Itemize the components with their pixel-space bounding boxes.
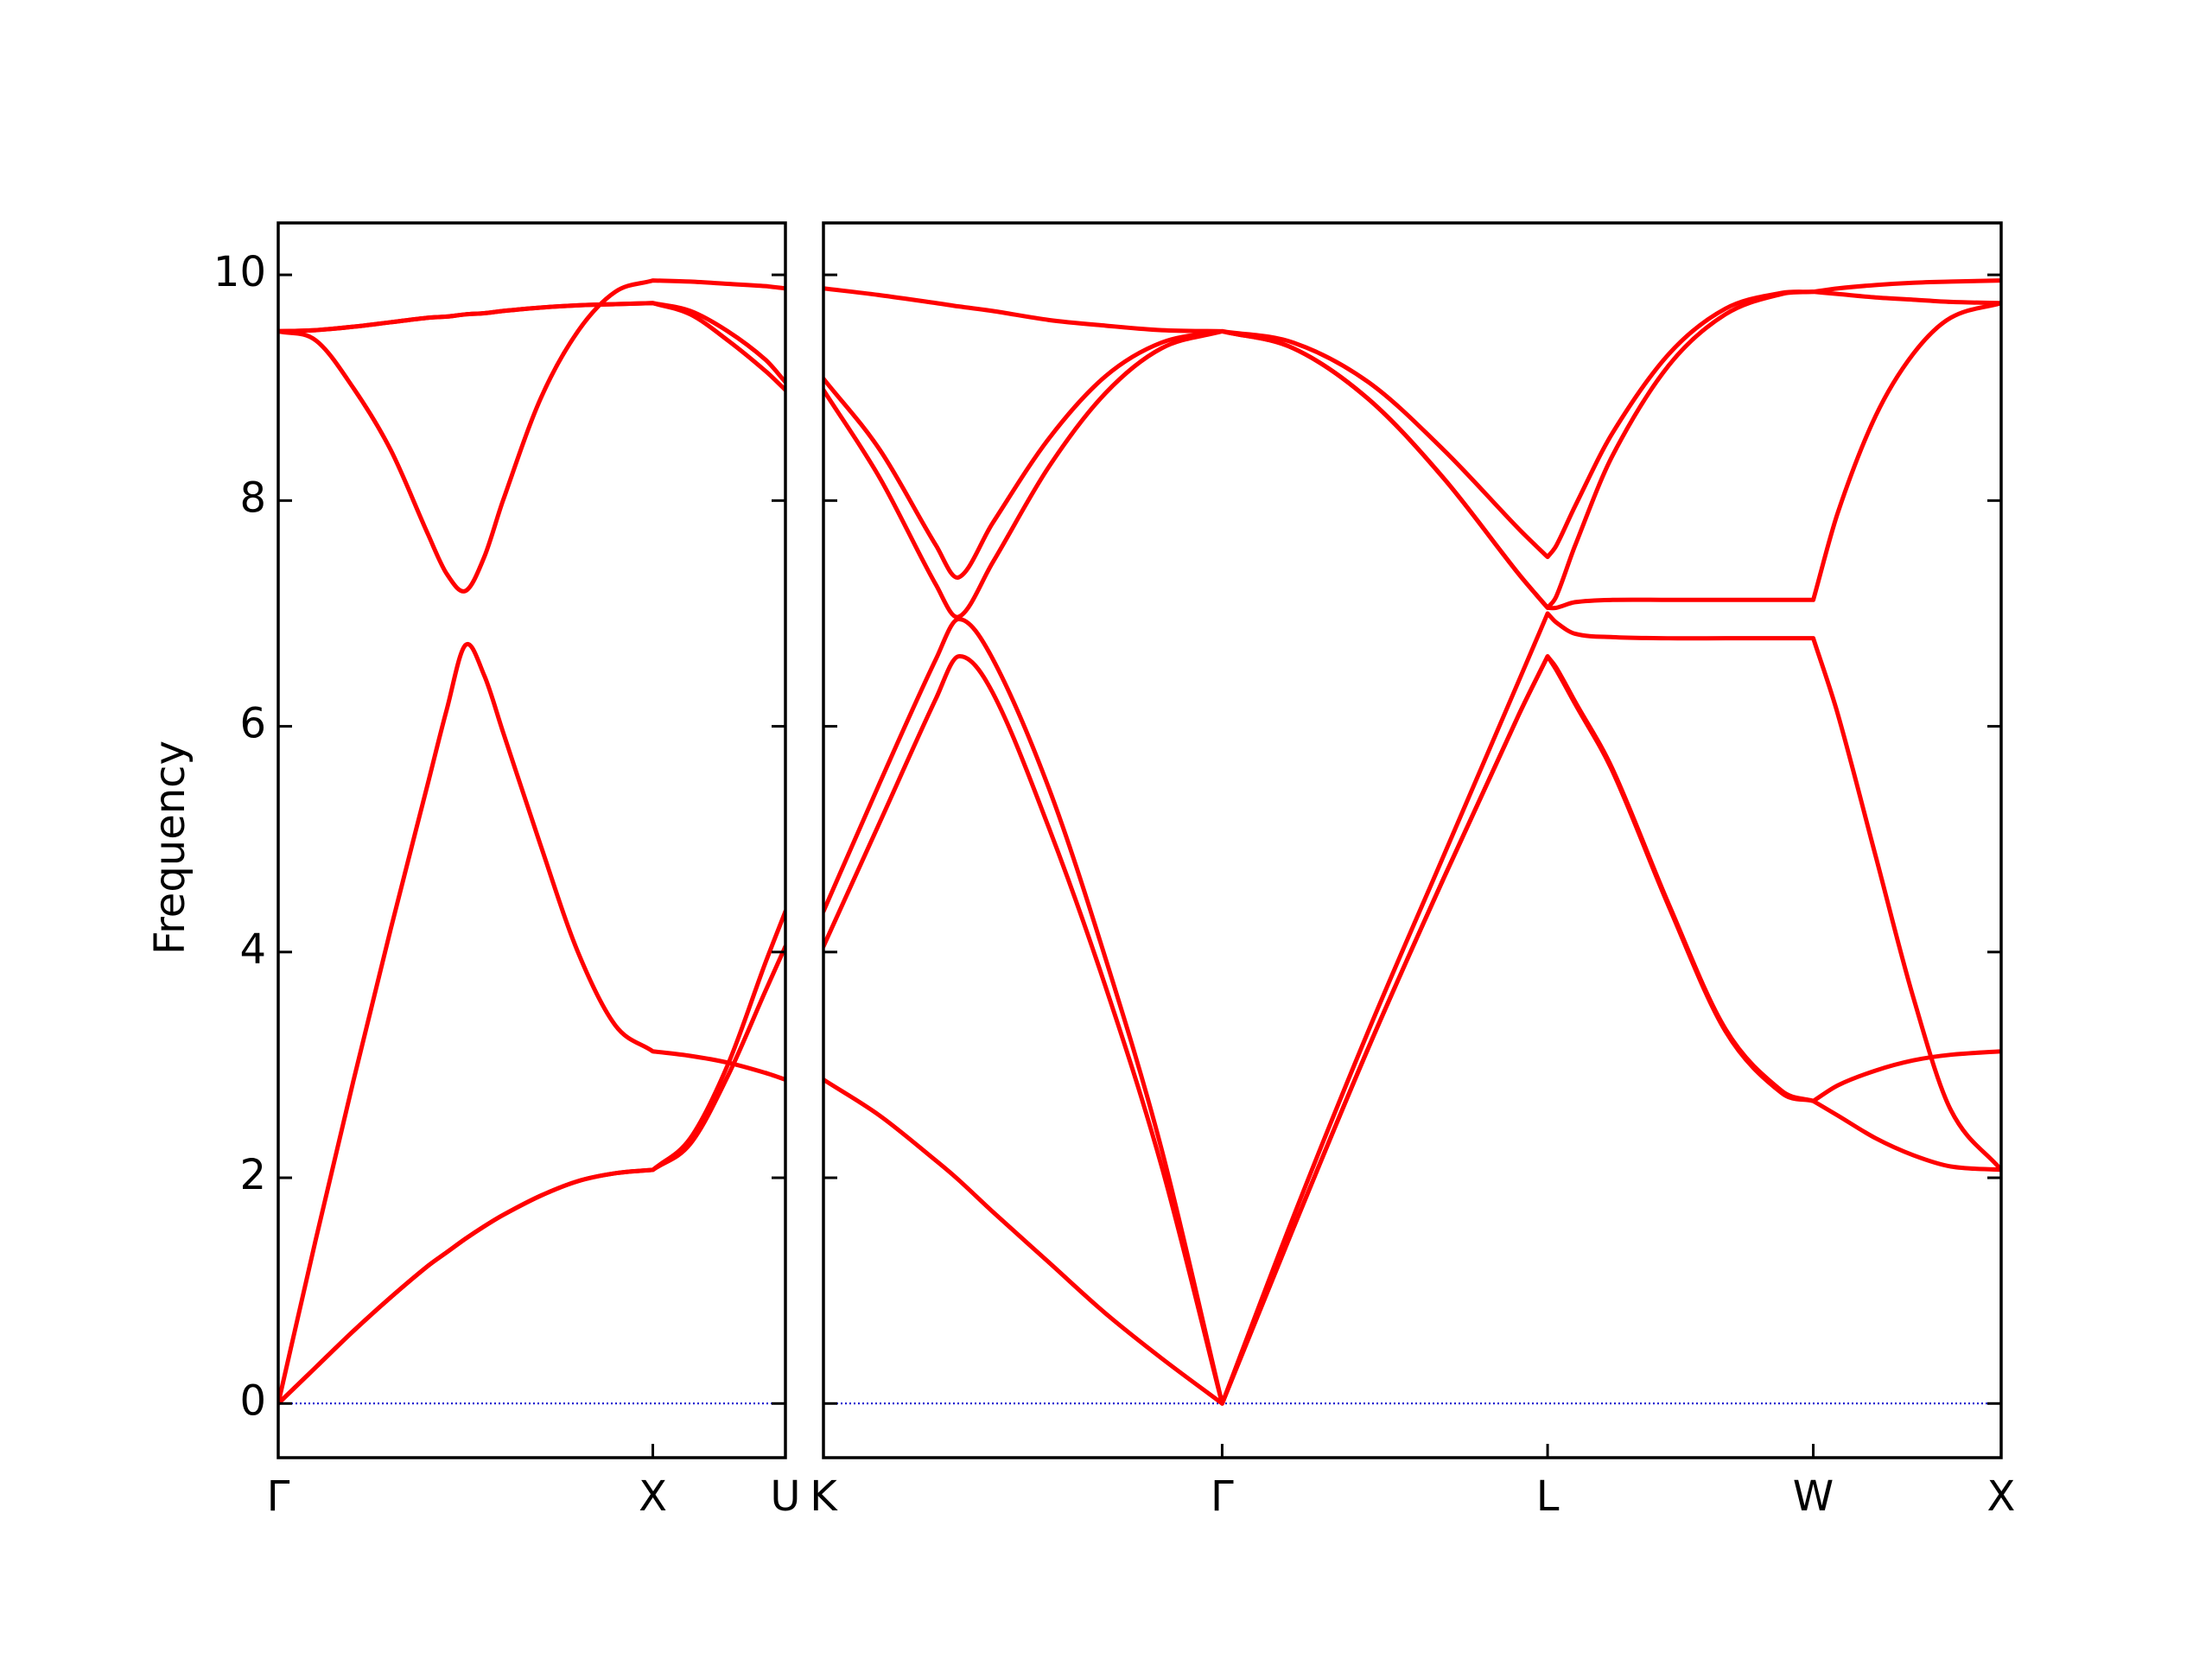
band-line: [823, 654, 2001, 1406]
axis-frame: [276, 221, 787, 1459]
band-line: [823, 278, 2001, 580]
y-tick-label: 0: [239, 1376, 266, 1425]
band-line: [823, 611, 2001, 1406]
band-line: [278, 278, 785, 594]
band-line: [278, 301, 785, 392]
x-tick-label: Γ: [1211, 1472, 1234, 1521]
x-tick-label: Γ: [267, 1472, 290, 1521]
y-tick-label: 6: [239, 700, 266, 748]
plot-area: [823, 278, 2001, 1406]
x-tick-label: L: [1536, 1472, 1560, 1521]
axis-frame: [822, 221, 2003, 1459]
y-axis-label: Frequency: [146, 741, 194, 955]
x-tick-label: U: [770, 1472, 800, 1521]
y-tick-label: 4: [239, 925, 266, 974]
band-line: [823, 286, 2001, 611]
band-line: [278, 641, 785, 1406]
plot-area: [278, 278, 785, 1406]
y-tick-label: 2: [239, 1151, 266, 1199]
y-tick-label: 10: [213, 248, 266, 296]
band-line: [278, 909, 785, 1406]
x-tick-label: W: [1793, 1472, 1834, 1521]
x-tick-label: X: [639, 1472, 667, 1521]
x-tick-label: X: [1987, 1472, 2016, 1521]
x-tick-label: K: [810, 1472, 838, 1521]
y-tick-label: 8: [239, 474, 266, 522]
